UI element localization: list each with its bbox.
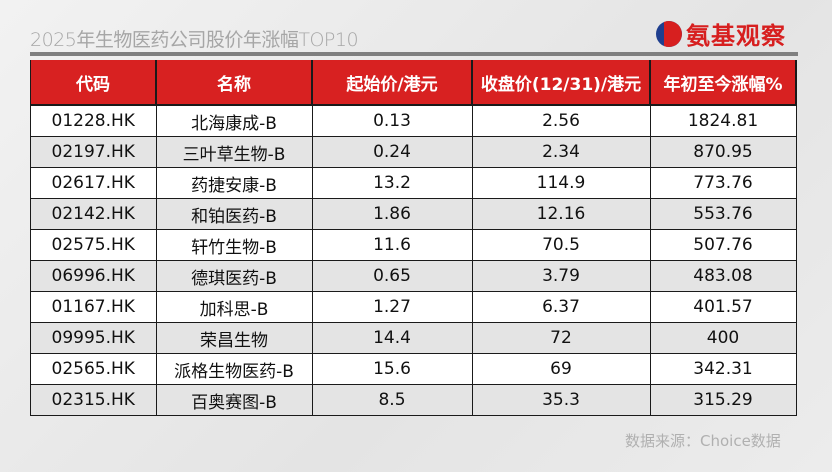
table-header-row: 代码 名称 起始价/港元 收盘价(12/31)/港元 年初至今涨幅%: [30, 60, 797, 106]
cell-ytd-change: 870.95: [649, 136, 797, 168]
cell-ytd-change: 507.76: [649, 229, 797, 261]
cell-name: 三叶草生物-B: [155, 136, 313, 168]
cell-code: 01167.HK: [30, 291, 157, 323]
logo: 氨基观察: [656, 16, 786, 51]
cell-start-price: 15.6: [311, 353, 473, 385]
header-start-price: 起始价/港元: [311, 60, 473, 106]
cell-ytd-change: 342.31: [649, 353, 797, 385]
cell-start-price: 0.24: [311, 136, 473, 168]
cell-name: 加科思-B: [155, 291, 313, 323]
cell-start-price: 1.27: [311, 291, 473, 323]
logo-text: 氨基观察: [686, 22, 786, 50]
table-row: 09995.HK 荣昌生物 14.4 72 400: [30, 322, 797, 354]
cell-ytd-change: 400: [649, 322, 797, 354]
table-row: 02315.HK 百奥赛图-B 8.5 35.3 315.29: [30, 384, 797, 416]
cell-start-price: 8.5: [311, 384, 473, 416]
cell-name: 德琪医药-B: [155, 260, 313, 292]
cell-code: 06996.HK: [30, 260, 157, 292]
title-divider: [30, 52, 798, 56]
cell-start-price: 0.65: [311, 260, 473, 292]
table-row: 06996.HK 德琪医药-B 0.65 3.79 483.08: [30, 260, 797, 292]
cell-code: 01228.HK: [30, 104, 157, 137]
cell-code: 02575.HK: [30, 229, 157, 261]
cell-close-price: 2.56: [471, 104, 651, 137]
header-ytd-change: 年初至今涨幅%: [649, 60, 797, 106]
table-row: 02142.HK 和铂医药-B 1.86 12.16 553.76: [30, 198, 797, 230]
table-row: 01167.HK 加科思-B 1.27 6.37 401.57: [30, 291, 797, 323]
cell-ytd-change: 315.29: [649, 384, 797, 416]
cell-start-price: 14.4: [311, 322, 473, 354]
cell-code: 02315.HK: [30, 384, 157, 416]
cell-name: 百奥赛图-B: [155, 384, 313, 416]
cell-close-price: 114.9: [471, 167, 651, 199]
cell-start-price: 1.86: [311, 198, 473, 230]
cell-name: 派格生物医药-B: [155, 353, 313, 385]
cell-name: 荣昌生物: [155, 322, 313, 354]
cell-name: 轩竹生物-B: [155, 229, 313, 261]
cell-start-price: 0.13: [311, 104, 473, 137]
data-source: 数据来源：Choice数据: [625, 432, 781, 450]
cell-ytd-change: 1824.81: [649, 104, 797, 137]
cell-name: 药捷安康-B: [155, 167, 313, 199]
cell-close-price: 72: [471, 322, 651, 354]
cell-close-price: 69: [471, 353, 651, 385]
cell-ytd-change: 483.08: [649, 260, 797, 292]
cell-ytd-change: 773.76: [649, 167, 797, 199]
cell-code: 02197.HK: [30, 136, 157, 168]
cell-close-price: 12.16: [471, 198, 651, 230]
cell-close-price: 3.79: [471, 260, 651, 292]
cell-ytd-change: 553.76: [649, 198, 797, 230]
cell-close-price: 6.37: [471, 291, 651, 323]
cell-code: 02142.HK: [30, 198, 157, 230]
stock-table: 代码 名称 起始价/港元 收盘价(12/31)/港元 年初至今涨幅% 01228…: [30, 60, 797, 416]
table-row: 02565.HK 派格生物医药-B 15.6 69 342.31: [30, 353, 797, 385]
cell-start-price: 11.6: [311, 229, 473, 261]
cell-close-price: 70.5: [471, 229, 651, 261]
header-close-price: 收盘价(12/31)/港元: [471, 60, 651, 106]
table-row: 02617.HK 药捷安康-B 13.2 114.9 773.76: [30, 167, 797, 199]
logo-mark-icon: [656, 20, 682, 47]
cell-close-price: 35.3: [471, 384, 651, 416]
cell-code: 02565.HK: [30, 353, 157, 385]
table-row: 02197.HK 三叶草生物-B 0.24 2.34 870.95: [30, 136, 797, 168]
cell-code: 02617.HK: [30, 167, 157, 199]
cell-name: 北海康成-B: [155, 104, 313, 137]
table-row: 02575.HK 轩竹生物-B 11.6 70.5 507.76: [30, 229, 797, 261]
page-title: 2025年生物医药公司股价年涨幅TOP10: [30, 29, 359, 51]
header-code: 代码: [30, 60, 157, 106]
cell-code: 09995.HK: [30, 322, 157, 354]
header-name: 名称: [155, 60, 313, 106]
cell-ytd-change: 401.57: [649, 291, 797, 323]
cell-start-price: 13.2: [311, 167, 473, 199]
table-row: 01228.HK 北海康成-B 0.13 2.56 1824.81: [30, 104, 797, 137]
cell-close-price: 2.34: [471, 136, 651, 168]
cell-name: 和铂医药-B: [155, 198, 313, 230]
